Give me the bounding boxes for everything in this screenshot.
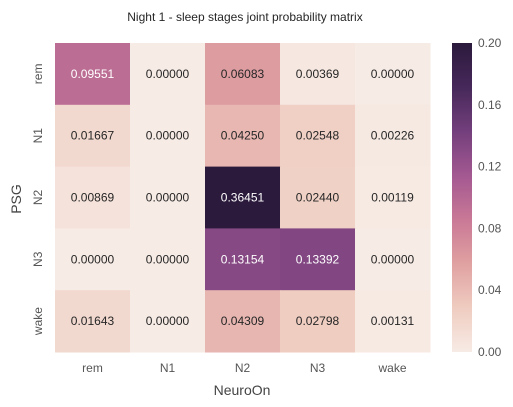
- heatmap-cell: [205, 166, 281, 229]
- x-tick-label: N1: [160, 361, 176, 375]
- cell-value-label: 0.00131: [371, 314, 415, 328]
- y-tick-labels: rem N1 N2 N3 wake: [31, 64, 45, 337]
- heatmap-cell: [130, 166, 206, 229]
- heatmap-cell: [55, 290, 131, 353]
- heatmap-cell: [205, 43, 281, 106]
- colorbar-tick-label: 0.16: [478, 98, 502, 112]
- cell-value-label: 0.01643: [71, 314, 115, 328]
- heatmap-cell: [205, 228, 281, 291]
- y-tick-label: rem: [31, 64, 45, 85]
- x-axis-label: NeuroOn: [214, 382, 271, 398]
- heatmap-cell: [355, 43, 431, 106]
- heatmap-cells: 0.09551 0.00000 0.06083 0.00369 0.00000 0.016…: [55, 43, 431, 353]
- colorbar-tick-label: 0.08: [478, 221, 502, 235]
- y-tick-label: N3: [31, 251, 45, 267]
- cell-value-label: 0.01667: [71, 129, 115, 143]
- heatmap-cell: [280, 290, 356, 353]
- y-tick-label: N2: [31, 190, 45, 206]
- heatmap-cell: [55, 104, 131, 168]
- cell-value-label: 0.00000: [146, 67, 190, 81]
- colorbar-ticks: 0.00 0.04 0.08 0.12 0.16 0.20: [478, 36, 502, 359]
- heatmap-cell: [130, 228, 206, 291]
- cell-value-label: 0.04309: [221, 314, 265, 328]
- y-tick-label: N1: [31, 128, 45, 144]
- cell-value-label: 0.13154: [221, 252, 265, 266]
- x-tick-label: N3: [310, 361, 326, 375]
- cell-value-label: 0.00000: [371, 67, 415, 81]
- cell-value-label: 0.02798: [296, 314, 340, 328]
- x-tick-label: N2: [235, 361, 251, 375]
- heatmap-cell: [130, 290, 206, 353]
- cell-value-label: 0.00000: [371, 252, 415, 266]
- heatmap-cell: [55, 166, 131, 229]
- heatmap-cell: [205, 104, 281, 168]
- heatmap-cell: [280, 228, 356, 291]
- heatmap-cell: [130, 104, 206, 168]
- colorbar-tick-label: 0.00: [478, 345, 502, 359]
- heatmap-cell: [55, 228, 131, 291]
- y-tick-label: wake: [31, 307, 45, 336]
- cell-value-label: 0.00869: [71, 191, 115, 205]
- cell-value-label: 0.00000: [146, 252, 190, 266]
- heatmap-cell: [55, 43, 131, 106]
- x-tick-label: wake: [377, 361, 406, 375]
- cell-value-label: 0.04250: [221, 129, 265, 143]
- cell-value-label: 0.00000: [146, 191, 190, 205]
- heatmap-cell: [355, 290, 431, 353]
- colorbar: [452, 43, 472, 352]
- heatmap-cell: [130, 43, 206, 106]
- cell-value-label: 0.00119: [371, 191, 414, 205]
- colorbar-tick-label: 0.20: [478, 36, 502, 50]
- colorbar-tick-label: 0.12: [478, 160, 502, 174]
- chart-title: Night 1 - sleep stages joint probability…: [127, 10, 362, 24]
- cell-value-label: 0.00369: [296, 67, 340, 81]
- cell-value-label: 0.13392: [296, 252, 340, 266]
- cell-value-label: 0.00226: [371, 129, 415, 143]
- cell-value-label: 0.00000: [146, 314, 190, 328]
- heatmap-cell: [205, 290, 281, 353]
- x-tick-label: rem: [82, 361, 103, 375]
- cell-value-label: 0.00000: [146, 129, 190, 143]
- heatmap-cell: [280, 166, 356, 229]
- heatmap-cell: [355, 166, 431, 229]
- x-tick-labels: rem N1 N2 N3 wake: [82, 361, 407, 375]
- heatmap-cell: [355, 228, 431, 291]
- cell-value-label: 0.02440: [296, 191, 340, 205]
- y-axis-label: PSG: [8, 184, 24, 214]
- heatmap-cell: [355, 104, 431, 168]
- cell-value-label: 0.02548: [296, 129, 340, 143]
- colorbar-tick-label: 0.04: [478, 283, 502, 297]
- cell-value-label: 0.09551: [71, 67, 115, 81]
- cell-value-label: 0.36451: [221, 191, 265, 205]
- heatmap-cell: [280, 43, 356, 106]
- cell-value-label: 0.06083: [221, 67, 265, 81]
- cell-value-label: 0.00000: [71, 252, 115, 266]
- heatmap-cell: [280, 104, 356, 168]
